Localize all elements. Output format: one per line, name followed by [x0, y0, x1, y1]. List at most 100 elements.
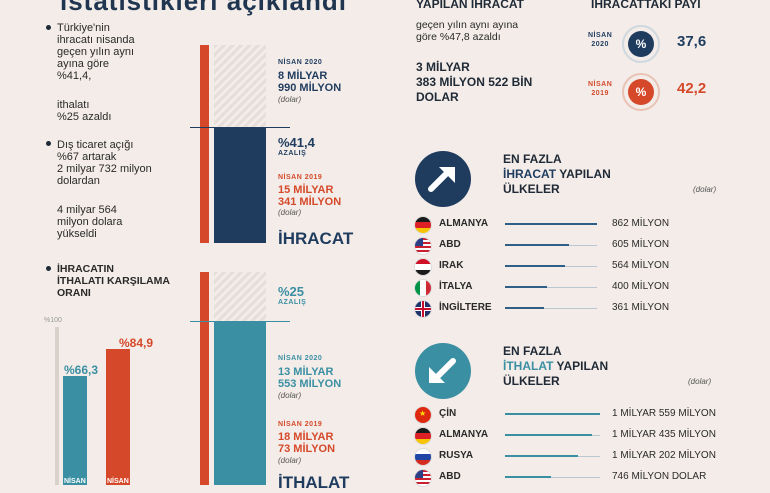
import-2019-value: 18 MİLYAR 73 MİLYON	[278, 431, 336, 455]
country-name: IRAK	[439, 260, 464, 271]
bar-track	[505, 287, 597, 288]
import-arrow-icon	[415, 343, 471, 399]
export-arrow-icon	[415, 151, 471, 207]
country-name: ALMANYA	[439, 218, 489, 229]
bar-fill	[505, 265, 565, 267]
page-title: istatistikleri açıklandı	[60, 0, 348, 16]
country-value: 605 MİLYON	[612, 239, 670, 250]
coverage-2020-value: %66,3	[64, 363, 99, 377]
export-countries-title: EN FAZLA İHRACAT YAPILAN ÜLKELER	[503, 152, 611, 196]
export-change-pct: %41,4	[278, 135, 315, 150]
flag-icon	[414, 469, 432, 487]
coverage-2020-label: NİSAN	[64, 478, 86, 485]
scale-bar	[55, 327, 59, 485]
share-2019-label: NİSAN 2019	[588, 81, 613, 97]
country-name: İNGİLTERE	[439, 302, 492, 313]
coverage-title: İHRACATIN İTHALATI KARŞILAMA ORANI	[57, 263, 170, 299]
import-title: İTHALAT	[278, 473, 350, 492]
unit-label: (dolar)	[278, 391, 302, 400]
import-change-line	[190, 321, 290, 322]
share-2020-value: 37,6	[677, 33, 707, 50]
country-value: 746 MİLYON DOLAR	[612, 471, 707, 482]
export-bar-2020	[214, 128, 266, 243]
scale-label: %100	[44, 317, 62, 324]
bar-fill	[505, 476, 551, 478]
share-2020-label: NİSAN 2020	[588, 32, 613, 48]
share-2019-ring	[622, 73, 660, 111]
share-2019-icon: %	[628, 79, 654, 105]
coverage-2019-value: %84,9	[119, 336, 154, 350]
unit-label: (dolar)	[278, 95, 302, 104]
coverage-bar-2020	[63, 376, 87, 485]
export-amount: 3 MİLYAR 383 MİLYON 522 BİN DOLAR	[416, 60, 533, 104]
country-value: 400 MİLYON	[612, 281, 670, 292]
unit-label: (dolar)	[693, 185, 717, 194]
country-name: ABD	[439, 471, 461, 482]
bar-fill	[505, 223, 597, 225]
coverage-bar-2019	[106, 349, 130, 485]
country-value: 564 MİLYON	[612, 260, 670, 271]
bullet-dot	[46, 266, 51, 271]
country-name: RUSYA	[439, 450, 474, 461]
bar-track	[505, 308, 597, 309]
bullet-dot	[46, 141, 51, 146]
country-value: 361 MİLYON	[612, 302, 670, 313]
country-name: ABD	[439, 239, 461, 250]
unit-label: (dolar)	[278, 456, 302, 465]
bar-track	[505, 477, 600, 478]
country-name: ÇİN	[439, 408, 457, 419]
export-heading: YAPILAN İHRACAT	[416, 0, 525, 11]
bar-fill	[505, 434, 592, 436]
export-sub-text: geçen yılın aynı ayına göre %47,8 azaldı	[416, 19, 519, 43]
flag-icon	[414, 279, 432, 297]
flag-icon	[414, 258, 432, 276]
export-2019-value: 15 MİLYAR 341 MİLYON	[278, 184, 342, 208]
bar-fill	[505, 286, 547, 288]
trade-deficit-text: Dış ticaret açığı %67 artarak 2 milyar 732…	[57, 139, 152, 187]
bar-fill	[505, 244, 569, 246]
flag-icon	[414, 237, 432, 255]
export-title: İHRACAT	[278, 229, 354, 248]
share-2020-ring	[622, 25, 660, 63]
export-bar-decline	[214, 45, 266, 128]
import-bar-2019	[200, 272, 209, 485]
export-2020-label: NİSAN 2020	[278, 59, 323, 66]
export-2020-value: 8 MİLYAR 990 MİLYON	[278, 70, 342, 94]
unit-label: (dolar)	[688, 377, 712, 386]
bullet-dot	[46, 25, 51, 30]
export-change-text: Türkiye'nin ihracatı nisanda geçen yılın a…	[57, 22, 135, 82]
bar-fill	[505, 455, 578, 457]
share-2019-value: 42,2	[677, 80, 707, 97]
export-bar-2019	[200, 45, 209, 243]
export-change-word: AZALIŞ	[278, 150, 307, 157]
share-heading: İHRACATTAKİ PAYI	[591, 0, 701, 11]
flag-icon	[414, 216, 432, 234]
flag-icon	[414, 427, 432, 445]
import-2020-value: 13 MİLYAR 553 MİLYON	[278, 366, 342, 390]
flag-icon: ★	[414, 406, 432, 424]
import-bar-decline	[214, 272, 266, 322]
coverage-2019-label: NİSAN	[107, 478, 129, 485]
import-change-text: ithalatı %25 azaldı	[57, 99, 112, 123]
export-change-line	[190, 127, 290, 128]
country-value: 1 MİLYAR 559 MİLYON	[612, 408, 716, 419]
country-value: 1 MİLYAR 435 MİLYON	[612, 429, 716, 440]
export-2019-label: NİSAN 2019	[278, 174, 323, 181]
flag-icon	[414, 448, 432, 466]
unit-label: (dolar)	[278, 208, 302, 217]
import-change-pct: %25	[278, 284, 305, 299]
bar-fill	[505, 413, 600, 415]
country-value: 862 MİLYON	[612, 218, 670, 229]
country-name: İTALYA	[439, 281, 473, 292]
bar-fill	[505, 307, 544, 309]
share-2020-icon: %	[628, 31, 654, 57]
import-bar-2020	[214, 322, 266, 485]
import-countries-title: EN FAZLA İTHALAT YAPILAN ÜLKELER	[503, 344, 609, 388]
import-2020-label: NİSAN 2020	[278, 355, 323, 362]
country-value: 1 MİLYAR 202 MİLYON	[612, 450, 716, 461]
flag-icon	[414, 300, 432, 318]
country-name: ALMANYA	[439, 429, 489, 440]
import-change-word: AZALIŞ	[278, 299, 307, 306]
import-2019-label: NİSAN 2019	[278, 421, 323, 428]
trade-deficit-new-text: 4 milyar 564 milyon dolara yükseldi	[57, 204, 123, 240]
